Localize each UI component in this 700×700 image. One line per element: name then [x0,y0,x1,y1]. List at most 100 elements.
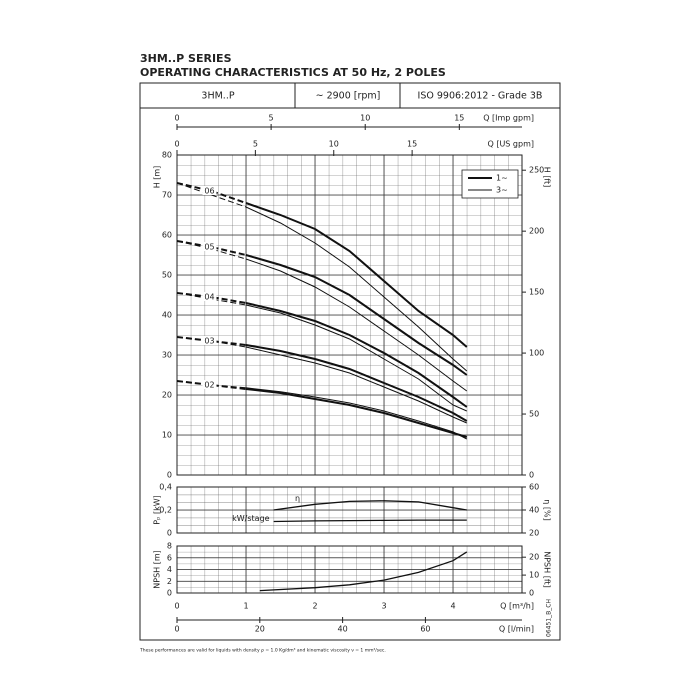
stage-label-bg [202,242,217,251]
stage-label: 02 [204,381,214,390]
legend-label: 1~ [496,174,508,183]
head-curve [245,206,468,372]
y-tick-label: 80 [162,151,172,160]
y-tick-label: 2 [167,577,172,586]
y-tick-label: 50 [162,271,172,280]
y2-axis-label: η [%] [543,499,552,520]
curve [273,519,467,523]
top-axis-label: Q [Imp gpm] [483,114,534,123]
drawing-code: 06451_B_CH [546,599,553,637]
series-label: η [295,494,300,503]
y-tick-label: 8 [167,542,172,551]
x-tick-label: 0 [174,602,179,611]
legend-box [461,169,519,199]
head-curve [245,304,467,412]
head-curve-dashed [176,240,247,256]
top-axis-tick-label: 15 [407,140,417,149]
y-tick-label: 0 [167,529,172,538]
y2-axis-label: NPSH [ft] [543,551,552,588]
bottom-axis-tick-label: 40 [338,625,348,634]
y2-tick-label: 20 [529,529,539,538]
head-curve [245,388,468,438]
stage-label: 05 [204,243,214,252]
head-curve-dashed [176,182,247,204]
top-axis-tick-label: 15 [454,114,464,123]
top-axis-label: Q [US gpm] [487,140,534,149]
head-curve-dashed [176,240,247,260]
y-axis-label: Pₚ [kW] [153,495,162,525]
head-curve-dashed [176,380,247,389]
y-tick-label: 30 [162,351,172,360]
y-tick-label: 0 [167,471,172,480]
curve [259,551,468,592]
y2-tick-label: 250 [529,166,544,175]
y-tick-label: 0,2 [159,506,172,515]
sheet-frame [139,82,561,641]
y-axis-label: NPSH [m] [153,550,162,588]
stage-label-bg [202,186,217,195]
x-tick-label: 3 [381,602,386,611]
x-tick-label: 2 [312,602,317,611]
bottom-axis-tick-label: 0 [174,625,179,634]
curve [273,500,467,511]
bottom-axis-tick-label: 60 [420,625,430,634]
y-axis-label: H [m] [153,166,162,189]
y2-tick-label: 200 [529,227,544,236]
head-curve [245,387,468,440]
top-axis-tick-label: 5 [253,140,258,149]
top-axis-tick-label: 0 [174,140,179,149]
y-tick-label: 6 [167,553,172,562]
y-tick-label: 20 [162,391,172,400]
y-tick-label: 40 [162,311,172,320]
head-curve [245,346,467,424]
x-axis-label: Q [m³/h] [500,602,534,611]
top-axis-tick-label: 5 [269,114,274,123]
series-title: 3HM..P SERIES [140,52,232,65]
head-curve [245,202,468,348]
stage-label: 06 [204,187,214,196]
y-tick-label: 4 [167,565,172,574]
head-curve-dashed [176,336,247,348]
standard: ISO 9906:2012 - Grade 3B [418,91,543,102]
head-curve [245,258,468,392]
y2-tick-label: 0 [529,589,534,598]
stage-label: 04 [204,293,214,302]
speed: ~ 2900 [rpm] [316,91,381,102]
series-label: kW/stage [232,514,270,523]
y2-tick-label: 150 [529,288,544,297]
top-axis-tick-label: 0 [174,114,179,123]
y-tick-label: 70 [162,191,172,200]
head-curve-dashed [176,292,247,304]
y-tick-label: 0,4 [159,483,172,492]
top-axis-tick-label: 10 [329,140,339,149]
x-tick-label: 1 [243,602,248,611]
x-tick-label: 4 [450,602,455,611]
footnote: These performances are valid for liquids… [139,648,386,654]
plot-frame [176,545,523,594]
bottom-axis-label: Q [l/min] [499,625,534,634]
plot-frame [176,154,523,476]
stage-label-bg [202,336,217,345]
y2-tick-label: 40 [529,506,539,515]
head-curve [245,344,468,422]
y-tick-label: 0 [167,589,172,598]
head-curve [245,254,468,376]
y2-tick-label: 100 [529,349,544,358]
model: 3HM..P [201,91,234,102]
y-tick-label: 60 [162,231,172,240]
bottom-axis-tick-label: 20 [255,625,265,634]
head-curve-dashed [176,292,247,306]
stage-label-bg [202,380,217,389]
top-axis-tick-label: 10 [360,114,370,123]
head-curve [245,302,468,408]
y2-tick-label: 10 [529,571,539,580]
y2-tick-label: 50 [529,410,539,419]
stage-label: 03 [204,337,214,346]
y2-tick-label: 20 [529,553,539,562]
y2-axis-label: H [ft] [543,167,552,188]
legend-label: 3~ [496,186,508,195]
y-tick-label: 10 [162,431,172,440]
y2-tick-label: 60 [529,483,539,492]
subtitle: OPERATING CHARACTERISTICS AT 50 Hz, 2 PO… [140,66,446,79]
